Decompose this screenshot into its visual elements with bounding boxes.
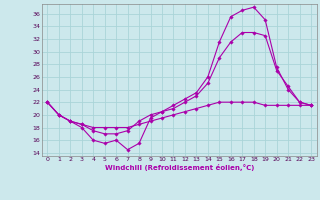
X-axis label: Windchill (Refroidissement éolien,°C): Windchill (Refroidissement éolien,°C) [105, 164, 254, 171]
